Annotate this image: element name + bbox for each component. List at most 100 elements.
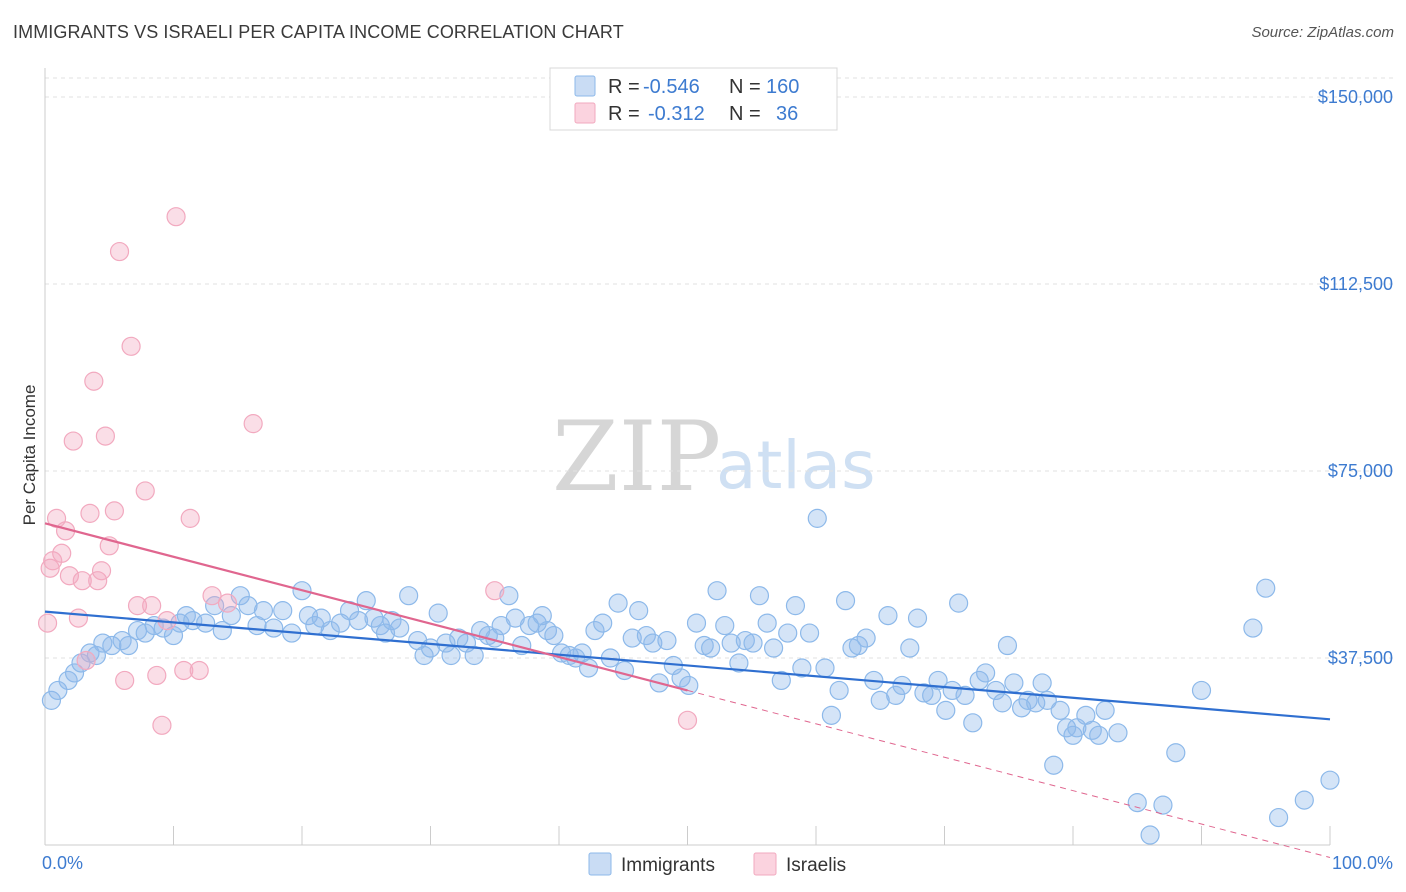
- data-point-immigrants: [544, 625, 564, 646]
- watermark: ZIP atlas: [552, 401, 876, 513]
- data-point-immigrants: [1294, 790, 1314, 810]
- legend-r-value: -0.312: [648, 103, 705, 125]
- x-tick-label-max: 100.0%: [1332, 853, 1393, 873]
- legend-r-label: R =: [608, 103, 640, 125]
- data-point-immigrants: [886, 685, 906, 706]
- trend-lines: [44, 522, 1331, 858]
- data-point-immigrants: [112, 630, 132, 651]
- correlation-legend: R = -0.546 N = 160 R = -0.312 N = 36: [549, 67, 838, 131]
- y-tick-label: $37,500: [1328, 648, 1393, 668]
- data-point-israelis: [189, 660, 209, 681]
- data-point-israelis: [202, 586, 222, 606]
- data-point-israelis: [72, 571, 92, 591]
- legend-row-immigrants: R = -0.546 N = 160: [574, 75, 799, 98]
- data-point-immigrants: [679, 675, 699, 696]
- data-point-immigrants: [608, 593, 628, 613]
- data-point-immigrants: [629, 601, 649, 621]
- data-point-immigrants: [441, 645, 461, 666]
- data-point-immigrants: [657, 630, 677, 651]
- y-tick-label: $112,500: [1319, 274, 1393, 294]
- data-point-immigrants: [636, 625, 656, 646]
- data-point-immigrants: [1243, 618, 1263, 638]
- data-point-immigrants: [856, 628, 876, 648]
- data-point-israelis: [127, 596, 148, 616]
- data-point-immigrants: [436, 633, 456, 653]
- legend-r-value: -0.546: [643, 76, 700, 98]
- data-point-immigrants: [807, 508, 827, 528]
- data-point-immigrants: [721, 633, 741, 653]
- data-point-israelis: [121, 336, 141, 356]
- data-point-immigrants: [686, 613, 707, 633]
- legend-n-label: N =: [729, 103, 761, 125]
- data-point-immigrants: [942, 680, 962, 701]
- data-point-israelis: [104, 501, 124, 521]
- data-point-immigrants: [273, 601, 293, 621]
- series-legend-item-immigrants[interactable]: Immigrants: [588, 852, 715, 876]
- data-point-immigrants: [914, 683, 934, 703]
- data-point-immigrants: [735, 630, 755, 651]
- data-point-immigrants: [1320, 770, 1340, 790]
- data-point-immigrants: [821, 705, 842, 725]
- data-point-immigrants: [519, 615, 540, 636]
- legend-n-label: N =: [729, 76, 761, 98]
- data-point-immigrants: [537, 620, 558, 641]
- data-point-israelis: [142, 596, 162, 616]
- data-point-immigrants: [778, 623, 798, 643]
- data-point-immigrants: [1256, 578, 1276, 598]
- trend-line-immigrants: [44, 610, 1331, 721]
- y-tick-label: $150,000: [1318, 87, 1393, 107]
- data-point-immigrants: [1140, 825, 1160, 845]
- data-point-immigrants: [955, 685, 975, 706]
- data-point-immigrants: [799, 623, 820, 643]
- data-point-immigrants: [992, 693, 1012, 713]
- data-point-immigrants: [900, 638, 920, 658]
- data-point-immigrants: [253, 601, 274, 621]
- data-point-immigrants: [892, 675, 912, 696]
- data-point-immigrants: [792, 658, 812, 678]
- data-point-immigrants: [414, 645, 434, 666]
- data-point-immigrants: [963, 713, 983, 733]
- data-point-immigrants: [976, 663, 996, 683]
- data-point-immigrants: [1050, 700, 1070, 720]
- data-point-immigrants: [64, 663, 85, 683]
- data-point-immigrants: [1095, 700, 1115, 720]
- data-point-immigrants: [238, 596, 258, 616]
- data-point-immigrants: [936, 700, 956, 720]
- data-point-israelis: [677, 710, 698, 730]
- series-legend: Immigrants Israelis: [588, 852, 846, 876]
- data-point-israelis: [180, 508, 200, 528]
- data-point-immigrants: [399, 586, 419, 606]
- y-tick-label: $75,000: [1328, 461, 1393, 481]
- data-point-immigrants: [348, 610, 369, 631]
- data-point-israelis: [80, 503, 100, 523]
- data-point-immigrants: [928, 670, 948, 691]
- data-point-immigrants: [48, 680, 68, 701]
- data-point-immigrants: [743, 633, 763, 653]
- source-credit: Source: ZipAtlas.com: [1251, 24, 1394, 41]
- data-point-immigrants: [585, 620, 605, 641]
- data-point-immigrants: [707, 581, 727, 601]
- series-legend-item-israelis[interactable]: Israelis: [753, 852, 846, 876]
- data-point-immigrants: [375, 623, 396, 643]
- data-point-israelis: [135, 481, 155, 501]
- data-point-immigrants: [785, 596, 806, 616]
- data-point-israelis: [63, 431, 83, 451]
- data-point-immigrants: [1044, 755, 1064, 775]
- data-point-israelis: [243, 414, 263, 434]
- data-point-immigrants: [382, 610, 402, 631]
- data-point-immigrants: [1268, 807, 1289, 828]
- data-point-immigrants: [771, 670, 791, 691]
- data-point-immigrants: [715, 615, 735, 636]
- y-tick-labels: $37,500 $75,000 $112,500 $150,000: [1318, 87, 1393, 668]
- data-point-immigrants: [86, 645, 107, 666]
- data-point-immigrants: [643, 633, 663, 653]
- x-tick-label-min: 0.0%: [42, 853, 83, 873]
- data-point-immigrants: [428, 603, 448, 623]
- data-point-israelis: [152, 715, 172, 735]
- data-point-immigrants: [176, 606, 196, 626]
- data-point-immigrants: [118, 635, 139, 656]
- data-point-israelis: [174, 660, 194, 681]
- data-point-immigrants: [870, 690, 890, 710]
- data-point-immigrants: [1166, 743, 1186, 763]
- data-point-israelis: [115, 670, 135, 691]
